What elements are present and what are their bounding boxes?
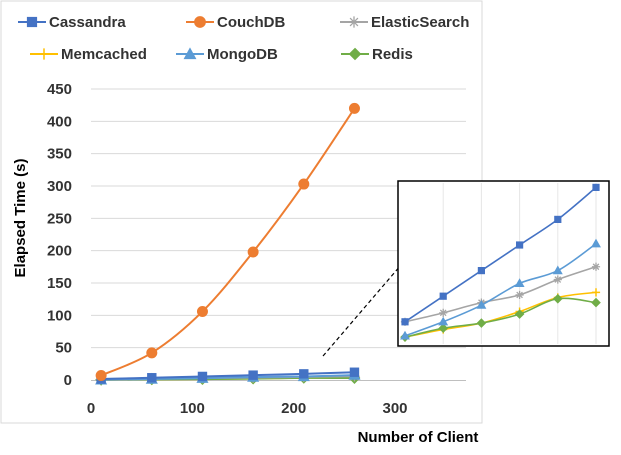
- y-tick-label: 100: [47, 307, 72, 324]
- inset-data-point: [592, 183, 600, 192]
- inset-data-point: [591, 288, 601, 297]
- inset-data-point: [476, 318, 487, 328]
- data-point: [247, 246, 259, 258]
- y-tick-label: 0: [64, 372, 72, 389]
- legend-label: Cassandra: [49, 14, 126, 31]
- legend-item-redis: Redis: [341, 46, 413, 63]
- inset-data-point: [514, 278, 525, 287]
- inset-series-cassandra: [401, 183, 600, 326]
- legend-marker: [348, 47, 362, 61]
- main-series: [95, 102, 361, 386]
- y-tick-label: 150: [47, 275, 72, 292]
- data-point: [95, 369, 107, 381]
- inset-data-point: [515, 290, 524, 300]
- inset-data-point: [438, 323, 449, 334]
- legend-marker: [38, 48, 50, 60]
- data-point: [196, 305, 208, 317]
- x-axis-title: Number of Client: [358, 429, 479, 446]
- inset-frame: [397, 180, 610, 347]
- data-point: [146, 347, 158, 359]
- inset-data-point: [552, 293, 563, 304]
- inset-data-point: [514, 309, 525, 319]
- inset-data-point: [439, 292, 447, 300]
- inset-data-point: [591, 262, 601, 271]
- y-tick-label: 200: [47, 243, 72, 260]
- inset-data-point: [439, 308, 448, 317]
- inset-data-point: [400, 330, 410, 340]
- zoom-connector-line: [322, 257, 408, 357]
- legend-marker: [194, 16, 206, 28]
- legend-marker: [26, 16, 38, 28]
- legend-label: MongoDB: [207, 46, 278, 63]
- y-tick-label: 350: [47, 146, 72, 163]
- legend-marker: [183, 47, 197, 60]
- inset-data-point: [591, 238, 601, 248]
- y-tick-label: 400: [47, 113, 72, 130]
- inset-data-point: [477, 267, 485, 275]
- data-point: [147, 373, 157, 383]
- y-tick-label: 250: [47, 210, 72, 227]
- y-axis-ticks: 0 50 100 150 200 250 300 350 400 450: [47, 81, 72, 389]
- legend-marker: [348, 16, 360, 28]
- inset-data-point: [438, 316, 449, 326]
- data-point: [298, 178, 310, 190]
- legend-item-cassandra: Cassandra: [18, 14, 126, 31]
- y-axis-title: Elapsed Time (s): [12, 159, 29, 278]
- legend-label: Redis: [372, 46, 413, 63]
- inset-zoom-chart: [397, 180, 610, 347]
- inset-data-point: [401, 318, 409, 326]
- x-tick-label: 0: [87, 400, 95, 417]
- x-axis-ticks: 0 100 200 300: [87, 400, 408, 417]
- x-tick-label: 200: [281, 400, 306, 417]
- legend-item-couchdb: CouchDB: [186, 14, 285, 31]
- x-tick-label: 300: [382, 400, 407, 417]
- x-tick-label: 100: [180, 400, 205, 417]
- series-couchdb: [95, 102, 360, 381]
- data-point: [248, 370, 258, 380]
- legend-label: CouchDB: [217, 14, 285, 31]
- data-point: [197, 371, 208, 382]
- data-point: [348, 102, 360, 114]
- inset-data-point: [552, 265, 563, 275]
- inset-series-line-elasticsearch: [404, 266, 597, 323]
- inset-series-mongodb: [400, 238, 601, 340]
- legend-label: ElasticSearch: [371, 14, 469, 31]
- inset-data-point: [476, 300, 487, 309]
- data-point: [349, 367, 360, 377]
- y-tick-label: 300: [47, 178, 72, 195]
- data-point: [299, 369, 309, 379]
- legend: Cassandra CouchDB ElasticSearch Memcached Mo…: [18, 14, 469, 63]
- inset-data-point: [516, 241, 524, 249]
- y-tick-label: 50: [55, 340, 72, 357]
- inset-data-point: [554, 215, 562, 224]
- y-tick-label: 450: [47, 81, 72, 98]
- legend-label: Memcached: [61, 46, 147, 63]
- inset-data-point: [553, 275, 562, 284]
- inset-data-point: [591, 297, 601, 308]
- legend-item-mongodb: MongoDB: [176, 46, 278, 63]
- legend-item-memcached: Memcached: [30, 46, 147, 63]
- legend-item-elasticsearch: ElasticSearch: [340, 14, 469, 31]
